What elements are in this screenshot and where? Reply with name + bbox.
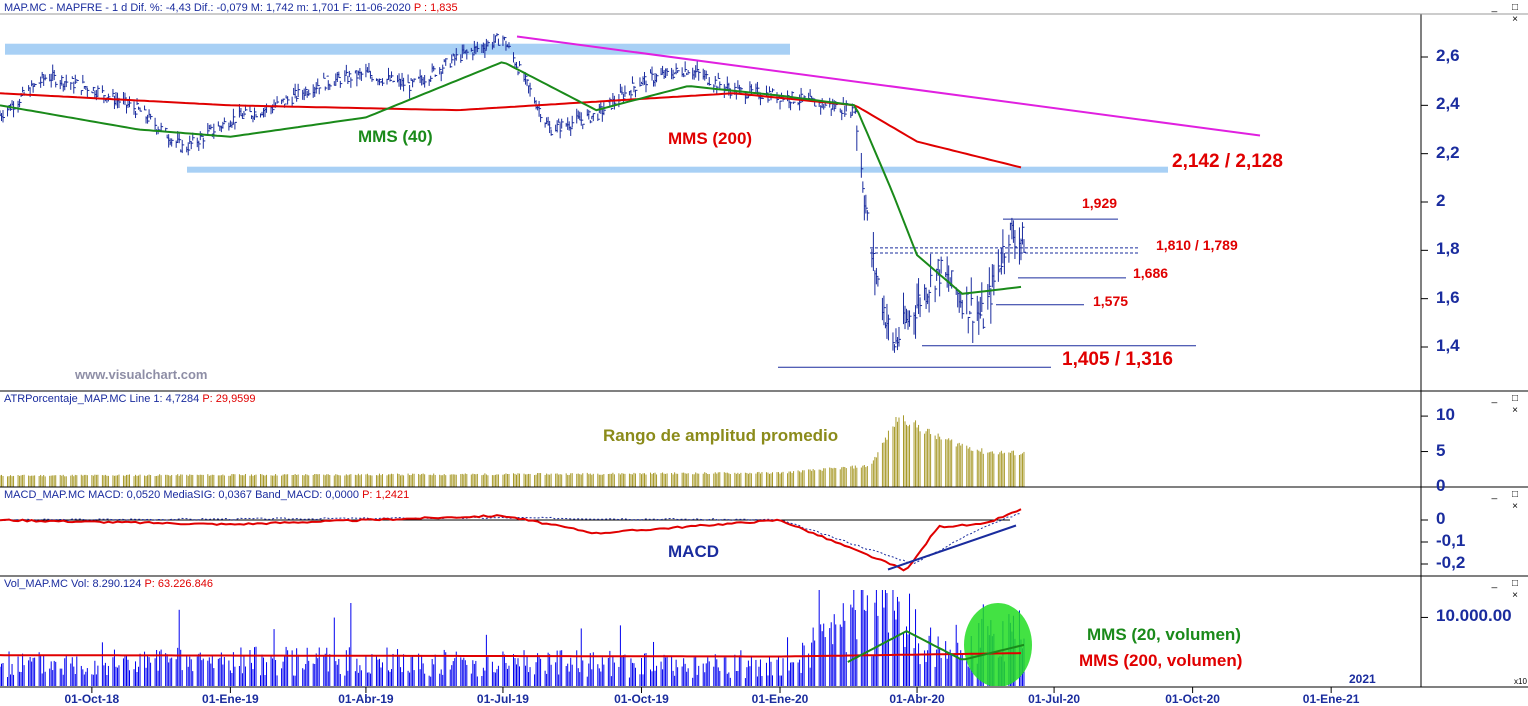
price-chart[interactable] bbox=[0, 14, 1420, 392]
x-tick-label: 01-Oct-20 bbox=[1165, 692, 1220, 706]
mms40-line bbox=[0, 61, 1022, 295]
atr-chart[interactable] bbox=[0, 405, 1420, 487]
macd-y-tick: -0,1 bbox=[1436, 531, 1466, 550]
macd-line bbox=[0, 508, 1022, 572]
macd-label: MACD bbox=[668, 542, 719, 561]
price-y-tick: 1,8 bbox=[1436, 239, 1460, 259]
vol-y-tick: 10.000.00 bbox=[1436, 606, 1512, 626]
vol-mms20-label: MMS (20, volumen) bbox=[1087, 625, 1241, 644]
x-tick-label: 01-Jul-20 bbox=[1028, 692, 1081, 706]
x-tick-label: 01-Abr-20 bbox=[889, 692, 945, 706]
atr-panel-header: ATRPorcentaje_MAP.MC Line 1: 4,7284 P: 2… bbox=[4, 392, 256, 406]
level-2142-label: 2,142 / 2,128 bbox=[1172, 151, 1283, 172]
x-tick-label: 01-Ene-19 bbox=[202, 692, 259, 706]
level-1575-label: 1,575 bbox=[1093, 293, 1129, 309]
price-y-tick: 1,4 bbox=[1436, 336, 1460, 355]
level-1686-label: 1,686 bbox=[1133, 265, 1169, 281]
macd-panel-header: MACD_MAP.MC MACD: 0,0520 MediaSIG: 0,036… bbox=[4, 488, 409, 502]
x-tick-label: 01-Ene-20 bbox=[751, 692, 809, 706]
atr-window-buttons[interactable]: _ □ × bbox=[1491, 393, 1524, 416]
x-tick-label: 01-Jul-19 bbox=[476, 692, 529, 706]
vol-panel-header: Vol_MAP.MC Vol: 8.290.124 P: 63.226.846 bbox=[4, 577, 213, 591]
macd-window-buttons[interactable]: _ □ × bbox=[1491, 489, 1524, 512]
vol-mms200-line bbox=[0, 652, 1022, 658]
macd-y-tick: -0,2 bbox=[1436, 553, 1466, 572]
volume-chart[interactable] bbox=[0, 588, 1420, 686]
trendline bbox=[516, 35, 1261, 137]
atr-y-tick: 5 bbox=[1436, 440, 1446, 460]
vol-header-text: Vol_MAP.MC Vol: 8.290.124 bbox=[4, 578, 142, 590]
mms40-label: MMS (40) bbox=[358, 127, 433, 146]
atr-y-tick: 0 bbox=[1436, 476, 1446, 495]
price-y-tick: 2,4 bbox=[1436, 94, 1460, 114]
vol-header-p: P: 63.226.846 bbox=[144, 578, 213, 590]
price-panel-header: MAP.MC - MAPFRE - 1 d Dif. %: -4,43 Dif.… bbox=[4, 1, 458, 15]
price-y-tick: 2,6 bbox=[1436, 46, 1460, 65]
macd-signal-line bbox=[0, 512, 1022, 565]
level-1929-label: 1,929 bbox=[1082, 195, 1118, 211]
support-zone-2142 bbox=[187, 166, 1168, 173]
atr-label: Rango de amplitud promedio bbox=[603, 426, 839, 445]
vol-scale-badge: x10 bbox=[1514, 677, 1527, 686]
macd-divergence-line bbox=[887, 524, 1017, 571]
level-1810-label: 1,810 / 1,789 bbox=[1156, 237, 1238, 253]
price-y-tick: 2 bbox=[1436, 191, 1446, 210]
atr-header-p: P: 29,9599 bbox=[202, 393, 256, 405]
macd-chart[interactable] bbox=[0, 501, 1420, 576]
price-y-tick: 2,2 bbox=[1436, 142, 1460, 162]
vol-mms200-label: MMS (200, volumen) bbox=[1079, 651, 1243, 670]
level-1405-label: 1,405 / 1,316 bbox=[1062, 349, 1173, 370]
macd-header-p: P: 1,2421 bbox=[362, 489, 410, 501]
watermark: www.visualchart.com bbox=[75, 367, 208, 382]
price-y-tick: 1,6 bbox=[1436, 287, 1460, 307]
macd-y-tick: 0 bbox=[1436, 509, 1446, 528]
vol-window-buttons[interactable]: _ □ × bbox=[1491, 578, 1524, 601]
macd-header-text: MACD_MAP.MC MACD: 0,0520 MediaSIG: 0,036… bbox=[4, 489, 360, 501]
x-tick-label: 01-Ene-21 bbox=[1302, 692, 1360, 706]
x-tick-label: 01-Oct-18 bbox=[64, 692, 120, 706]
price-header-p: P : 1,835 bbox=[413, 2, 458, 14]
price-window-buttons[interactable]: _ □ × bbox=[1491, 2, 1524, 25]
year-label: 2021 bbox=[1349, 672, 1376, 686]
resistance-zone bbox=[5, 43, 790, 55]
vol-mms20-line bbox=[847, 629, 1025, 663]
x-tick-label: 01-Abr-19 bbox=[338, 692, 394, 706]
atr-y-tick: 10 bbox=[1436, 405, 1455, 425]
price-header-text: MAP.MC - MAPFRE - 1 d Dif. %: -4,43 Dif.… bbox=[4, 2, 411, 14]
atr-header-text: ATRPorcentaje_MAP.MC Line 1: 4,7284 bbox=[4, 393, 200, 405]
x-tick-label: 01-Oct-19 bbox=[614, 692, 669, 706]
volume-highlight bbox=[964, 603, 1032, 686]
mms200-label: MMS (200) bbox=[668, 129, 753, 148]
